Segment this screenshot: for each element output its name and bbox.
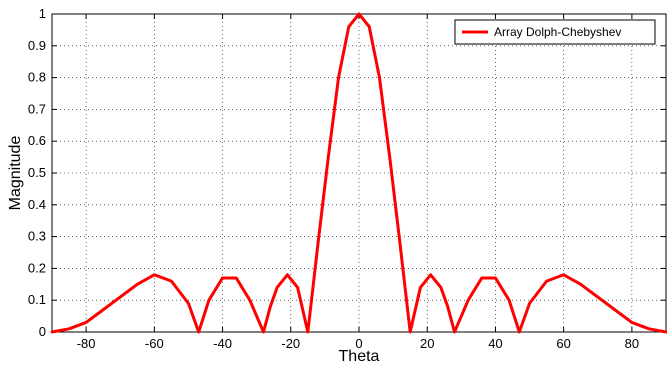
y-tick-label: 1 [39, 6, 46, 21]
y-tick-label: 0.4 [28, 197, 46, 212]
legend-box [454, 19, 656, 45]
x-tick-label: -40 [213, 336, 232, 351]
grid [52, 13, 666, 333]
y-tick-label: 0.1 [28, 292, 46, 307]
y-tick-label: 0.7 [28, 101, 46, 116]
y-tick-label: 0.3 [28, 229, 46, 244]
x-tick-label: 0 [355, 336, 362, 351]
y-tick-label: 0.5 [28, 165, 46, 180]
x-tick-label: -80 [77, 336, 96, 351]
legend: Array Dolph-Chebyshev [454, 19, 656, 45]
y-tick-label: 0.2 [28, 260, 46, 275]
x-axis-title: Theta [339, 348, 380, 365]
y-tick-label: 0.9 [28, 38, 46, 53]
y-tick-label: 0.8 [28, 70, 46, 85]
x-tick-label: 20 [420, 336, 434, 351]
ticks: -80 -60 -40 -20 0 20 40 60 80 0 0.1 0.2 0.3 0.4 0.5 0.6… [28, 6, 666, 351]
series-line [50, 12, 667, 334]
x-tick-label: 40 [488, 336, 502, 351]
series-layer [50, 12, 667, 334]
y-tick-label: 0.6 [28, 133, 46, 148]
x-tick-label: -60 [145, 336, 164, 351]
y-axis-title: Magnitude [7, 136, 24, 211]
y-tick-label: 0 [39, 324, 46, 339]
x-tick-label: 60 [556, 336, 570, 351]
x-tick-label: -20 [281, 336, 300, 351]
x-tick-label: 80 [625, 336, 639, 351]
legend-label: Array Dolph-Chebyshev [494, 25, 621, 39]
